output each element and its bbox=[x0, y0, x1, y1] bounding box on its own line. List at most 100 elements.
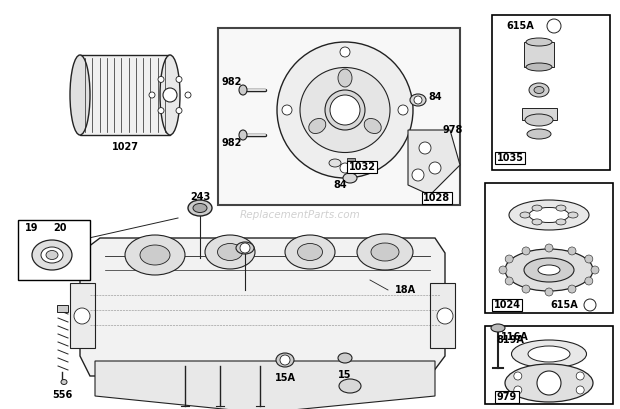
Ellipse shape bbox=[529, 83, 549, 97]
Circle shape bbox=[280, 355, 290, 365]
Circle shape bbox=[158, 76, 164, 82]
Ellipse shape bbox=[528, 346, 570, 362]
Circle shape bbox=[429, 162, 441, 174]
Polygon shape bbox=[408, 130, 460, 195]
Ellipse shape bbox=[532, 219, 542, 225]
Ellipse shape bbox=[357, 234, 413, 270]
Text: 19: 19 bbox=[25, 223, 38, 233]
Ellipse shape bbox=[188, 200, 212, 216]
Circle shape bbox=[240, 243, 250, 253]
Circle shape bbox=[514, 372, 522, 380]
Circle shape bbox=[282, 105, 292, 115]
Circle shape bbox=[277, 42, 413, 178]
Bar bbox=[57, 305, 68, 312]
Ellipse shape bbox=[556, 205, 566, 211]
Circle shape bbox=[176, 76, 182, 82]
Ellipse shape bbox=[325, 90, 365, 130]
Circle shape bbox=[537, 371, 561, 395]
Text: 982: 982 bbox=[222, 77, 242, 87]
Circle shape bbox=[585, 277, 593, 285]
Circle shape bbox=[163, 88, 177, 102]
Ellipse shape bbox=[218, 243, 242, 261]
Circle shape bbox=[419, 142, 431, 154]
Ellipse shape bbox=[364, 119, 381, 134]
Ellipse shape bbox=[41, 247, 63, 263]
Bar bbox=[522, 108, 557, 120]
Text: 1035: 1035 bbox=[497, 153, 523, 163]
Text: 18A: 18A bbox=[394, 285, 415, 295]
Circle shape bbox=[545, 288, 553, 296]
Ellipse shape bbox=[276, 353, 294, 367]
Text: 84: 84 bbox=[333, 180, 347, 190]
Circle shape bbox=[340, 163, 350, 173]
Ellipse shape bbox=[410, 94, 426, 106]
Text: 615A: 615A bbox=[506, 21, 534, 31]
Circle shape bbox=[585, 255, 593, 263]
Circle shape bbox=[505, 277, 513, 285]
Text: 615A: 615A bbox=[550, 300, 578, 310]
Circle shape bbox=[522, 247, 530, 255]
Ellipse shape bbox=[338, 353, 352, 363]
Text: 15: 15 bbox=[339, 370, 352, 380]
Circle shape bbox=[545, 244, 553, 252]
Ellipse shape bbox=[371, 243, 399, 261]
Ellipse shape bbox=[193, 204, 207, 213]
Circle shape bbox=[398, 105, 408, 115]
Polygon shape bbox=[80, 238, 445, 376]
Bar bbox=[492, 15, 610, 170]
Circle shape bbox=[412, 169, 424, 181]
Circle shape bbox=[437, 308, 453, 324]
Bar bbox=[18, 220, 90, 280]
Bar bbox=[70, 283, 95, 348]
Ellipse shape bbox=[329, 159, 341, 167]
Circle shape bbox=[158, 108, 164, 114]
Ellipse shape bbox=[309, 119, 326, 134]
Text: 116A: 116A bbox=[501, 332, 529, 342]
Ellipse shape bbox=[236, 242, 254, 254]
Ellipse shape bbox=[298, 243, 322, 261]
Ellipse shape bbox=[505, 364, 593, 402]
Text: 1032: 1032 bbox=[348, 162, 376, 172]
Circle shape bbox=[505, 255, 513, 263]
Circle shape bbox=[499, 266, 507, 274]
Circle shape bbox=[576, 386, 584, 394]
Ellipse shape bbox=[520, 212, 530, 218]
Bar bbox=[524, 42, 554, 67]
Circle shape bbox=[522, 285, 530, 293]
Ellipse shape bbox=[527, 129, 551, 139]
Ellipse shape bbox=[532, 205, 542, 211]
Bar bbox=[485, 326, 613, 404]
Text: 982: 982 bbox=[222, 138, 242, 148]
Ellipse shape bbox=[160, 55, 180, 135]
Text: 978: 978 bbox=[443, 125, 463, 135]
Polygon shape bbox=[218, 28, 460, 205]
Ellipse shape bbox=[505, 249, 593, 291]
Ellipse shape bbox=[205, 235, 255, 269]
Text: ReplacementParts.com: ReplacementParts.com bbox=[239, 210, 360, 220]
Text: 1024: 1024 bbox=[494, 300, 521, 310]
Bar bbox=[485, 183, 613, 313]
Circle shape bbox=[176, 108, 182, 114]
Polygon shape bbox=[95, 361, 435, 409]
Bar bbox=[80, 55, 170, 135]
Ellipse shape bbox=[509, 200, 589, 230]
Ellipse shape bbox=[32, 240, 72, 270]
Text: 243: 243 bbox=[190, 192, 210, 202]
Ellipse shape bbox=[525, 114, 553, 126]
Circle shape bbox=[576, 372, 584, 380]
Ellipse shape bbox=[61, 380, 67, 384]
Ellipse shape bbox=[239, 130, 247, 140]
Ellipse shape bbox=[140, 245, 170, 265]
Ellipse shape bbox=[534, 86, 544, 94]
Circle shape bbox=[185, 92, 191, 98]
Ellipse shape bbox=[339, 379, 361, 393]
Text: 1027: 1027 bbox=[112, 142, 138, 152]
Text: 84: 84 bbox=[428, 92, 442, 102]
Text: 20: 20 bbox=[53, 223, 67, 233]
Circle shape bbox=[568, 247, 576, 255]
Text: 15A: 15A bbox=[275, 373, 296, 383]
Circle shape bbox=[514, 386, 522, 394]
Ellipse shape bbox=[526, 38, 552, 46]
Ellipse shape bbox=[338, 69, 352, 87]
Circle shape bbox=[74, 308, 90, 324]
